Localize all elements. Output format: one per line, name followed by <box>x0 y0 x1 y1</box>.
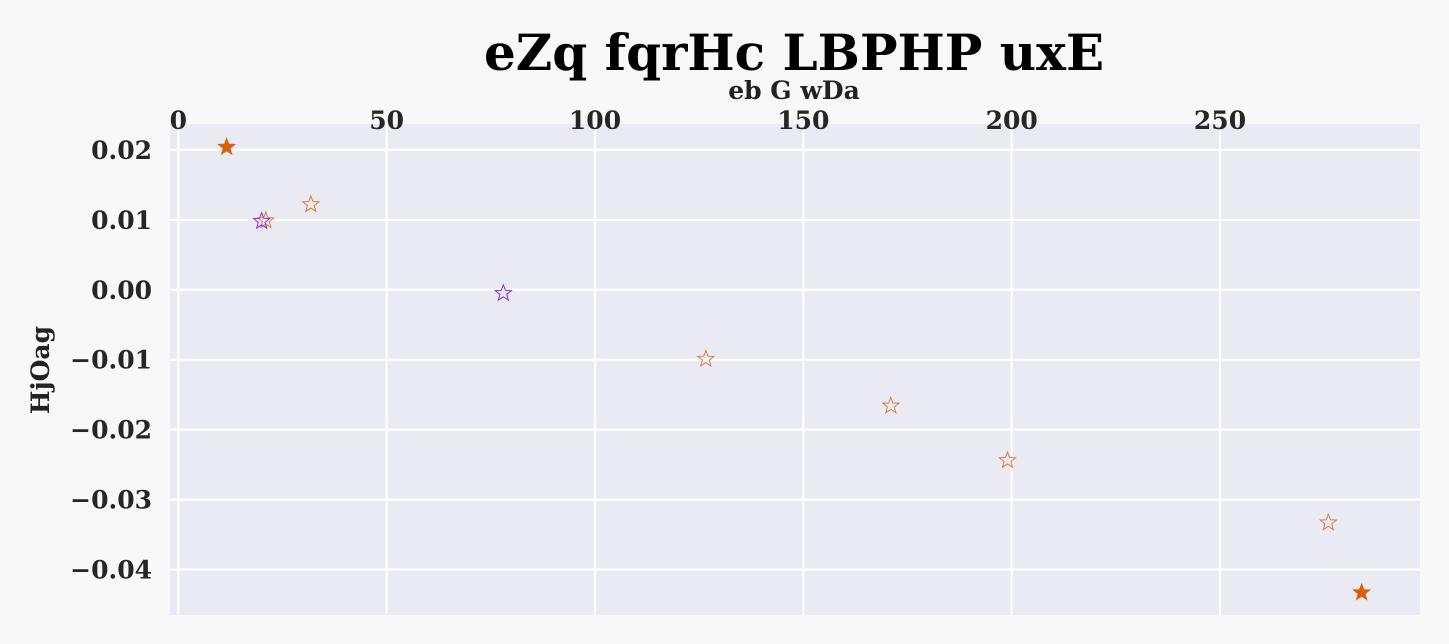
data-point-star <box>881 395 901 414</box>
y-tick-label: −0.04 <box>70 556 152 585</box>
data-point-star <box>1318 512 1338 531</box>
x-tick-label: 0 <box>170 106 187 135</box>
data-point-star <box>301 194 321 213</box>
y-tick-label: −0.03 <box>70 486 152 515</box>
data-point-star <box>252 211 272 230</box>
x-axis-label: eb G wDa <box>728 76 860 105</box>
data-points <box>217 137 1372 601</box>
plot-area <box>170 124 1420 615</box>
y-tick-label: 0.02 <box>91 136 152 165</box>
y-tick-labels: 0.02 0.01 0.00 −0.01 −0.02 −0.03 −0.04 <box>70 136 152 585</box>
data-point-star <box>998 450 1017 469</box>
x-tick-label: 150 <box>777 106 829 135</box>
x-tick-labels: 0 50 100 150 200 250 <box>170 106 1246 135</box>
y-tick-label: −0.01 <box>70 346 152 375</box>
chart-title: eZq fqrHc LBPHP uxE <box>484 23 1104 82</box>
grid-lines <box>170 124 1420 615</box>
x-tick-label: 250 <box>1194 106 1246 135</box>
y-tick-label: −0.02 <box>70 416 152 445</box>
data-point-star <box>493 283 513 302</box>
data-point-star <box>217 137 237 156</box>
x-tick-label: 200 <box>986 106 1038 135</box>
y-axis-label: HjOag <box>26 326 55 414</box>
data-point-star <box>1352 582 1372 601</box>
y-tick-label: 0.01 <box>91 206 152 235</box>
x-tick-label: 50 <box>369 106 404 135</box>
x-tick-label: 100 <box>569 106 621 135</box>
data-point-star <box>696 349 716 368</box>
y-tick-label: 0.00 <box>91 276 152 305</box>
